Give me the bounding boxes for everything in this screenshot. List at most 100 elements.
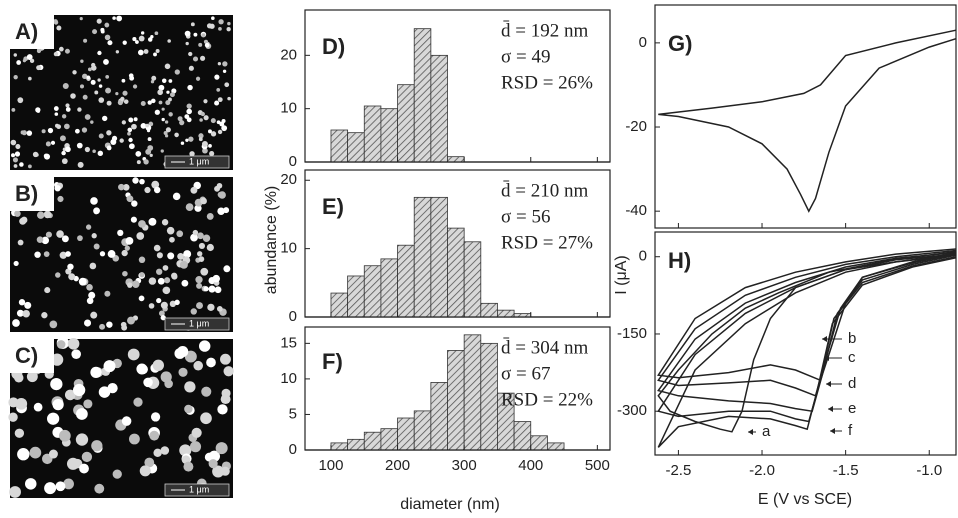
particle [200, 412, 212, 425]
particle [197, 251, 203, 257]
scale-label: 1 μm [189, 484, 209, 494]
scale-box [164, 155, 230, 169]
particle [54, 185, 61, 192]
annotation: d̄ = 304 nm [501, 337, 588, 358]
particle [147, 37, 153, 42]
particle [140, 100, 146, 106]
particle [121, 324, 128, 331]
particle [157, 277, 165, 285]
particle [186, 117, 192, 123]
particle [146, 128, 151, 133]
particle [70, 93, 76, 99]
particle [136, 232, 145, 240]
bar [497, 309, 515, 318]
particle [20, 216, 28, 224]
particle [26, 371, 38, 383]
image-label: B) [15, 181, 38, 206]
particle [17, 239, 24, 246]
particle [59, 135, 66, 142]
particle [115, 92, 119, 96]
y-tick-label: 10 [280, 370, 297, 387]
particle [220, 353, 231, 365]
particle [164, 63, 171, 70]
y-tick-label: 10 [280, 100, 297, 117]
particle [132, 177, 139, 184]
particle [82, 94, 88, 100]
particle [223, 265, 231, 273]
particle [141, 31, 145, 35]
y-tick-label: 0 [639, 34, 647, 51]
particle [156, 268, 163, 275]
particle [196, 302, 203, 310]
particle [102, 115, 108, 122]
particle [216, 182, 223, 189]
particle [201, 386, 212, 397]
particle [168, 112, 173, 117]
particle [14, 210, 21, 217]
particle [160, 301, 168, 309]
panel-label: H) [668, 248, 691, 273]
particle [67, 337, 80, 350]
particle [65, 146, 71, 153]
particle [98, 84, 103, 88]
y-tick-label: 0 [289, 308, 297, 325]
label-arrow [826, 381, 831, 387]
particle [90, 366, 102, 378]
particle [150, 80, 155, 84]
particle [193, 360, 204, 371]
cv-curve [657, 254, 957, 448]
image-label: C) [15, 343, 38, 368]
cv-curve [658, 29, 957, 213]
particle [145, 148, 152, 155]
particle [99, 323, 106, 330]
particle [20, 130, 25, 135]
particle [12, 157, 18, 163]
particle [83, 38, 88, 43]
particle [17, 97, 24, 104]
particle [186, 103, 192, 109]
particle [29, 58, 35, 64]
y-tick-label: 0 [639, 248, 647, 265]
particle [218, 191, 226, 199]
bar [413, 196, 432, 318]
bar [413, 28, 432, 163]
particle [79, 84, 85, 89]
particle [129, 75, 135, 81]
particle [148, 277, 157, 285]
particle [174, 69, 180, 75]
particle [123, 99, 129, 104]
particle [135, 151, 142, 157]
particle [98, 386, 111, 398]
particle [49, 320, 58, 329]
particle [218, 19, 224, 25]
particle [82, 73, 88, 80]
label-arrow [822, 336, 827, 342]
particle [200, 267, 209, 276]
particle [61, 150, 66, 156]
x-tick-label: 500 [585, 457, 610, 474]
label-arrow [830, 428, 835, 434]
particle [137, 49, 144, 56]
particle [158, 310, 165, 317]
particle [18, 299, 26, 306]
particle [187, 84, 193, 91]
y-tick-label: 0 [289, 441, 297, 458]
particle [37, 211, 45, 219]
particle [48, 449, 58, 459]
particle [174, 299, 180, 306]
particle [208, 144, 212, 148]
particle [34, 251, 41, 258]
particle [93, 207, 100, 215]
particle [14, 373, 24, 383]
particle [84, 146, 90, 153]
particle [64, 123, 70, 130]
x-axis-label: diameter (nm) [400, 496, 500, 513]
y-axis-label: I (μA) [613, 255, 630, 294]
bar [530, 435, 548, 451]
particle [217, 62, 222, 66]
particle [91, 62, 96, 68]
particle [200, 55, 206, 61]
particle [44, 482, 57, 495]
label-arrow [748, 429, 753, 435]
bar [447, 156, 465, 163]
